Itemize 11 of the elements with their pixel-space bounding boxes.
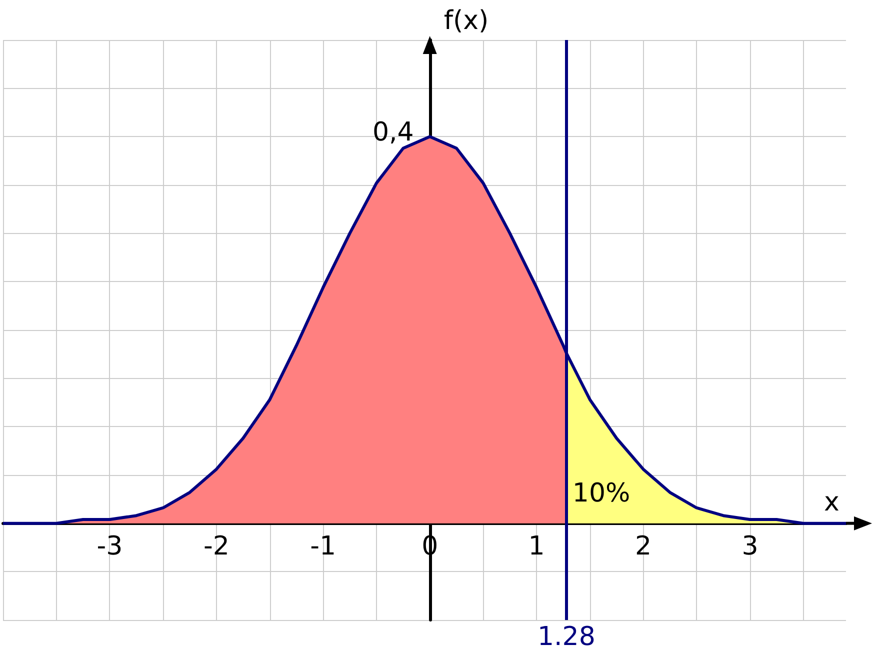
x-tick-label: 2 [634, 531, 652, 562]
y-axis-title: f(x) [444, 6, 489, 36]
x-tick-label: -1 [310, 531, 336, 562]
x-tick-label: -2 [203, 531, 230, 562]
ref-line-label: 1.28 [537, 622, 596, 652]
annotation: 0,4 [372, 118, 414, 148]
annotation: 10% [572, 478, 630, 508]
x-axis-title: x [824, 487, 840, 518]
x-tick-label: 3 [742, 531, 758, 562]
x-tick-label: -3 [96, 531, 123, 562]
x-tick-label: 1 [528, 531, 545, 562]
